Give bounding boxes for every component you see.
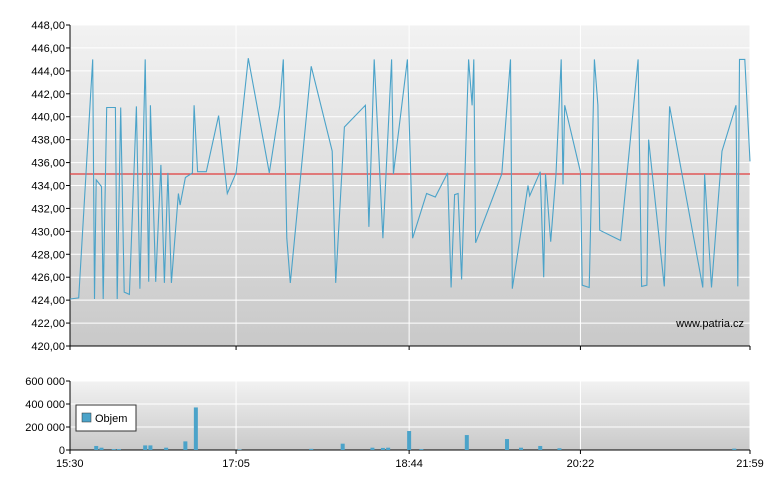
- volume-bar: [340, 443, 345, 450]
- x-tick-label: 18:44: [395, 458, 423, 470]
- volume-bar: [164, 447, 169, 450]
- y-tick-label: 436,00: [31, 158, 65, 170]
- x-tick-label: 15:30: [56, 458, 84, 470]
- volume-bar: [99, 447, 104, 450]
- volume-bar: [732, 448, 737, 450]
- volume-bar: [407, 431, 412, 450]
- volume-bar: [557, 448, 562, 450]
- volume-bar: [183, 441, 188, 450]
- volume-bar: [94, 445, 99, 450]
- y-tick-label: 446,00: [31, 43, 65, 55]
- y-tick-label: 438,00: [31, 135, 65, 147]
- legend-label: Objem: [95, 413, 127, 425]
- volume-bar: [505, 439, 510, 450]
- x-tick-label: 21:59: [736, 458, 764, 470]
- price-line: [69, 58, 751, 300]
- volume-bar: [464, 435, 469, 450]
- volume-bar: [386, 447, 391, 450]
- y-tick-label: 400 000: [25, 399, 65, 411]
- y-tick-label: 434,00: [31, 181, 65, 193]
- y-tick-label: 424,00: [31, 295, 65, 307]
- y-tick-label: 426,00: [31, 272, 65, 284]
- y-tick-label: 420,00: [31, 341, 65, 353]
- volume-bar: [519, 447, 524, 450]
- volume-bar: [116, 449, 121, 450]
- x-tick-label: 20:22: [567, 458, 595, 470]
- y-tick-label: 442,00: [31, 89, 65, 101]
- watermark: www.patria.cz: [675, 318, 744, 330]
- y-tick-label: 422,00: [31, 318, 65, 330]
- y-tick-label: 200 000: [25, 422, 65, 434]
- y-tick-label: 0: [59, 445, 65, 457]
- volume-bar: [148, 445, 153, 450]
- legend-swatch: [81, 412, 92, 423]
- y-tick-label: 432,00: [31, 203, 65, 215]
- volume-bar: [309, 448, 314, 450]
- x-tick-label: 17:05: [222, 458, 250, 470]
- y-tick-label: 448,00: [31, 20, 65, 32]
- y-tick-label: 440,00: [31, 112, 65, 124]
- y-tick-label: 430,00: [31, 226, 65, 238]
- volume-bar: [380, 447, 385, 450]
- y-tick-label: 444,00: [31, 66, 65, 78]
- volume-bar: [419, 449, 424, 450]
- volume-bar: [193, 407, 198, 450]
- volume-bar: [370, 447, 375, 450]
- volume-bar: [237, 449, 242, 450]
- volume-bar: [111, 449, 116, 450]
- y-tick-label: 600 000: [25, 376, 65, 388]
- volume-bar: [143, 445, 148, 450]
- y-tick-label: 428,00: [31, 249, 65, 261]
- volume-bar: [538, 445, 543, 450]
